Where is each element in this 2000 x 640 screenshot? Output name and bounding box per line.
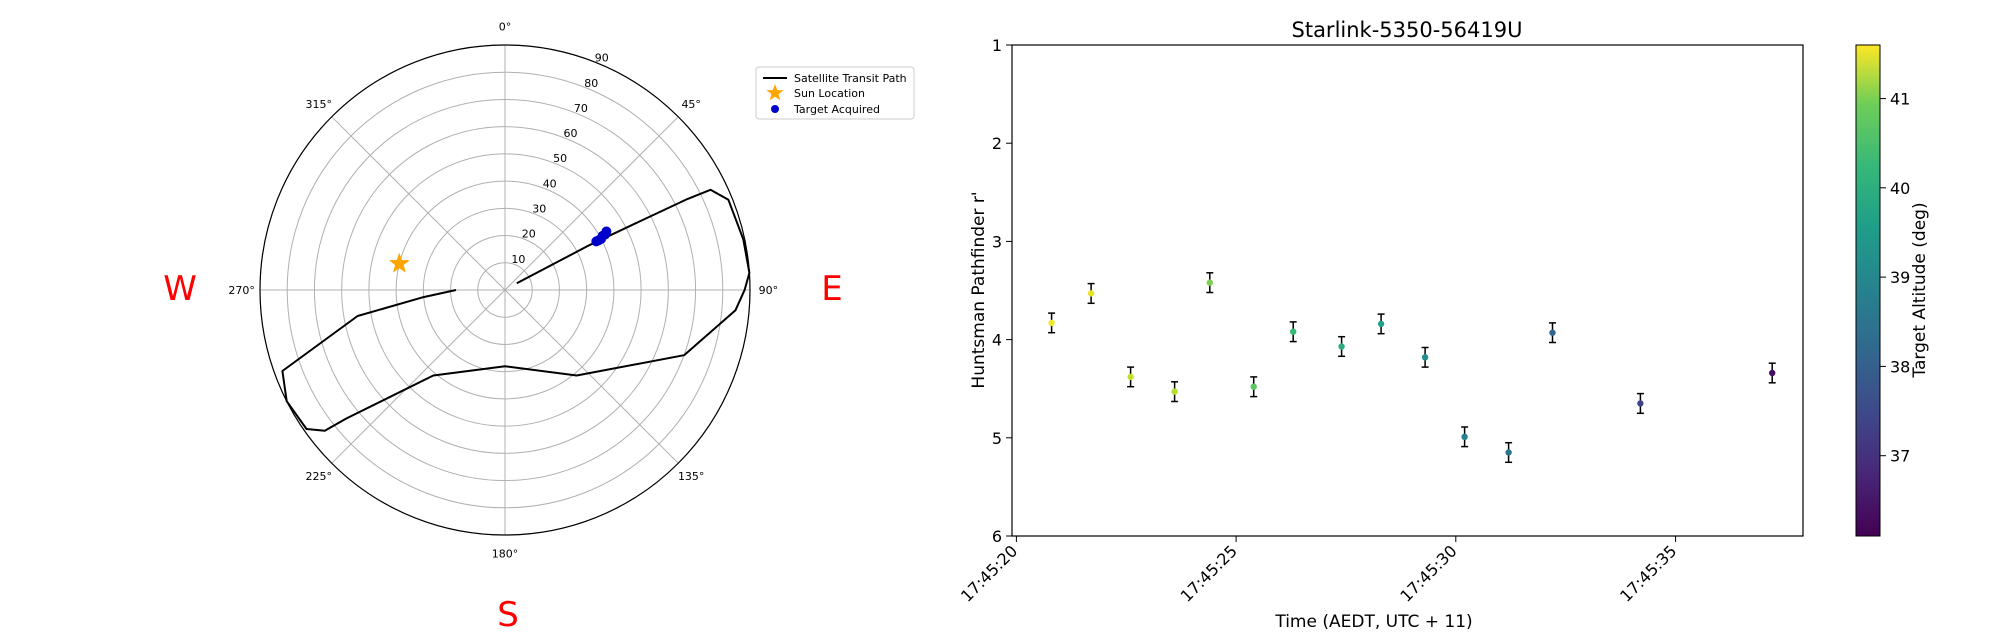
angle-tick-label: 180° (492, 547, 519, 560)
radial-tick-label: 70 (574, 102, 588, 115)
polar-legend: Satellite Transit Path Sun Location Targ… (755, 66, 915, 120)
target-acquired-point (601, 226, 612, 237)
data-point (1290, 328, 1297, 335)
data-point (1206, 279, 1214, 286)
axis-ticks: 1 2 3 4 5 617:45:20 17:45:25 17:45:30 17:45:35 (957, 36, 1680, 606)
chart-title: Starlink-5350-56419U (1292, 18, 1523, 42)
x-tick-label: 17:45:35 (1616, 541, 1680, 605)
legend-sun-label: Sun Location (794, 87, 865, 100)
data-point (1637, 400, 1644, 407)
data-point (1461, 433, 1468, 440)
radial-tick-label: 30 (532, 203, 546, 216)
y-tick-label: 2 (992, 134, 1002, 153)
magnitude-time-series: Starlink-5350-56419U 1 2 3 4 5 617:45:20 17:45… (957, 18, 1930, 632)
angle-tick-label: 270° (228, 284, 255, 297)
plot-frame (1011, 44, 1804, 537)
angle-tick-label: 90° (759, 284, 779, 297)
compass-east: E (821, 269, 842, 309)
data-point (1087, 290, 1095, 297)
polar-sky-plot: 0° 45° 90° 135° 180° 225° 270° 315° 10 20 30 40 50 6… (163, 21, 915, 635)
data-points (1048, 272, 1776, 464)
x-axis-label: Time (AEDT, UTC + 11) (1274, 612, 1472, 632)
angle-tick-label: 45° (681, 98, 701, 111)
colorbar-ticks: 37 38 39 40 41 (1880, 90, 1910, 466)
y-tick-label: 6 (992, 527, 1002, 546)
data-point (1127, 373, 1134, 381)
radial-tick-label: 60 (564, 127, 578, 140)
angle-tick-label: 225° (306, 470, 333, 483)
radial-tick-label: 80 (584, 77, 598, 90)
angle-tick-labels: 0° 45° 90° 135° 180° 225° 270° 315° (228, 21, 778, 561)
radial-tick-labels: 10 20 30 40 50 60 70 80 90 (511, 52, 608, 266)
compass-west: W (163, 269, 197, 309)
angle-tick-label: 0° (499, 21, 512, 34)
x-tick-label: 17:45:30 (1396, 541, 1460, 605)
colorbar (1855, 44, 1881, 537)
y-tick-label: 1 (992, 36, 1002, 55)
data-point (1549, 329, 1556, 336)
legend-sun-swatch (766, 84, 784, 101)
y-axis-label: Huntsman Pathfinder r' (969, 191, 989, 388)
angular-gridline (331, 116, 506, 291)
radial-tick-label: 50 (553, 152, 567, 165)
y-tick-label: 3 (992, 232, 1002, 251)
x-tick-label: 17:45:20 (957, 541, 1021, 605)
legend-frame (755, 66, 915, 120)
angle-tick-label: 135° (678, 470, 705, 483)
data-point (1505, 449, 1512, 456)
colorbar-tick-label: 39 (1890, 268, 1910, 287)
data-point (1377, 320, 1385, 328)
data-point (1048, 319, 1055, 327)
colorbar-label: Target Altitude (deg) (1910, 202, 1930, 378)
colorbar-tick-label: 37 (1890, 447, 1910, 466)
colorbar-tick-label: 38 (1890, 357, 1910, 376)
angular-gridline (331, 289, 506, 464)
compass-south: S (497, 595, 519, 635)
legend-target-swatch (771, 105, 779, 113)
x-tick-label: 17:45:25 (1177, 541, 1241, 605)
satellite-transit-path (281, 188, 751, 432)
data-point (1338, 343, 1345, 350)
legend-target-label: Target Acquired (793, 103, 880, 116)
angular-gridline (504, 289, 679, 464)
y-tick-label: 5 (992, 429, 1002, 448)
polar-grid (259, 44, 751, 536)
radial-tick-label: 40 (543, 177, 557, 190)
data-point (1250, 383, 1257, 390)
y-tick-label: 4 (992, 331, 1002, 350)
legend-path-label: Satellite Transit Path (794, 72, 907, 85)
angular-gridline (504, 116, 679, 291)
colorbar-tick-label: 40 (1890, 179, 1910, 198)
radial-tick-label: 10 (511, 253, 525, 266)
polar-marks (281, 188, 751, 432)
data-point (1769, 369, 1776, 377)
data-point (1421, 354, 1429, 361)
radial-tick-label: 90 (595, 52, 609, 65)
sun-location-marker (388, 252, 410, 273)
colorbar-tick-label: 41 (1890, 90, 1910, 109)
data-point (1171, 388, 1178, 395)
radial-tick-label: 20 (522, 228, 536, 241)
angle-tick-label: 315° (306, 98, 333, 111)
polar-outer-boundary (259, 44, 751, 536)
